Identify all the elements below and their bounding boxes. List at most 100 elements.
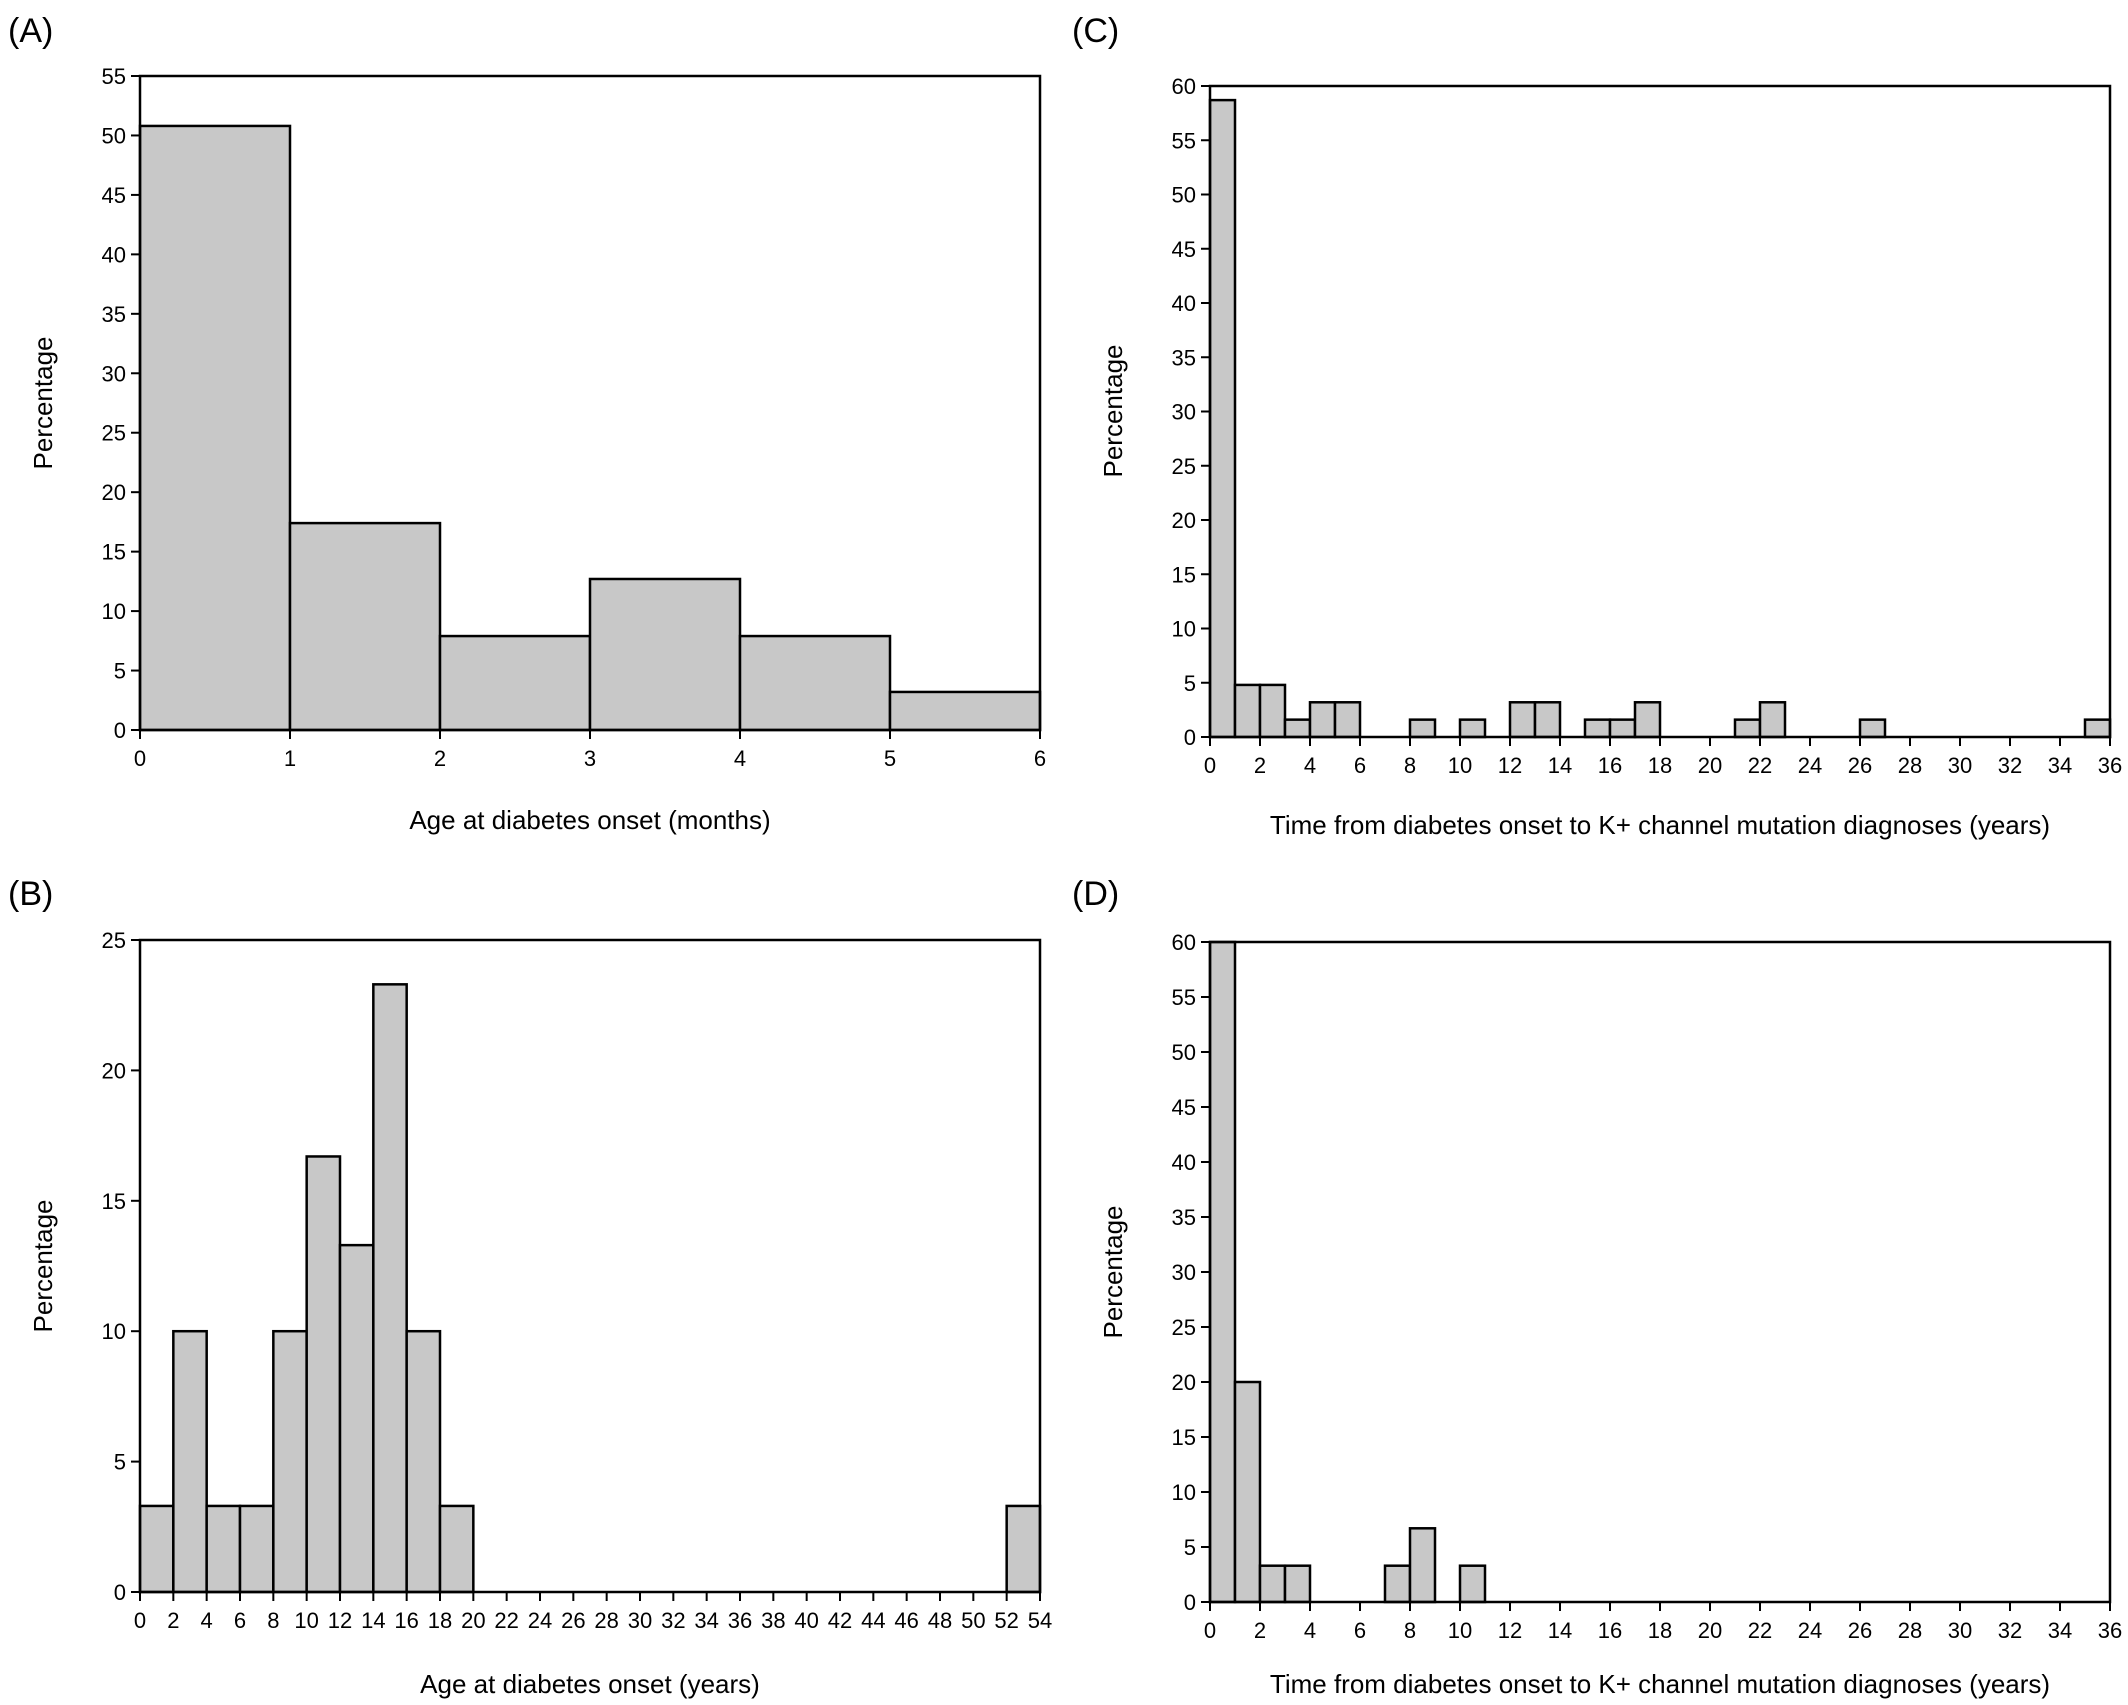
x-tick-label: 12 [1498,1618,1522,1643]
y-tick-label: 50 [1172,1040,1196,1065]
x-tick-label: 36 [728,1608,752,1633]
x-tick-label: 10 [1448,1618,1472,1643]
histogram-bar [2083,718,2112,739]
y-tick-label: 45 [1172,237,1196,262]
x-tick-label: 16 [1598,753,1622,778]
histogram-bar [1233,1380,1262,1604]
y-tick-label: 40 [1172,291,1196,316]
x-tick-label: 12 [1498,753,1522,778]
x-tick-label: 6 [234,1608,246,1633]
histogram-bar [738,634,892,732]
x-tick-label: 26 [1848,753,1872,778]
x-tick-label: 4 [1304,753,1316,778]
x-tick-label: 10 [1448,753,1472,778]
x-tick-label: 34 [2048,753,2072,778]
x-tick-label: 18 [1648,1618,1672,1643]
histogram-bar [1858,718,1887,739]
x-tick-label: 22 [1748,753,1772,778]
histogram-bar [1608,718,1637,739]
y-tick-label: 35 [102,302,126,327]
x-tick-label: 28 [1898,1618,1922,1643]
histogram-bar [338,1243,375,1594]
y-tick-label: 40 [1172,1150,1196,1175]
y-tick-label: 15 [1172,1425,1196,1450]
x-tick-label: 2 [167,1608,179,1633]
y-tick-label: 5 [1184,1535,1196,1560]
y-tick-label: 35 [1172,345,1196,370]
x-tick-label: 2 [1254,753,1266,778]
x-tick-label: 36 [2098,1618,2122,1643]
y-tick-label: 25 [1172,454,1196,479]
histogram-bar [405,1329,442,1594]
x-tick-label: 52 [994,1608,1018,1633]
panel-label: (B) [8,875,53,913]
x-tick-label: 24 [528,1608,552,1633]
y-axis-title: Percentage [28,1200,58,1333]
y-tick-label: 25 [102,421,126,446]
x-tick-label: 30 [1948,753,1972,778]
x-tick-label: 40 [794,1608,818,1633]
y-tick-label: 10 [1172,1480,1196,1505]
y-tick-label: 55 [1172,985,1196,1010]
y-tick-label: 60 [1172,74,1196,99]
x-tick-label: 12 [328,1608,352,1633]
x-tick-label: 36 [2098,753,2122,778]
x-tick-label: 3 [584,746,596,771]
y-tick-label: 30 [1172,1260,1196,1285]
y-tick-label: 20 [102,480,126,505]
x-tick-label: 30 [1948,1618,1972,1643]
histogram-bar [1383,1564,1412,1604]
x-tick-label: 14 [1548,753,1572,778]
histogram-bar [1633,701,1662,739]
x-tick-label: 2 [1254,1618,1266,1643]
histogram-bar [888,690,1042,732]
x-tick-label: 38 [761,1608,785,1633]
histogram-bar [1458,1564,1487,1604]
x-tick-label: 18 [428,1608,452,1633]
x-tick-label: 16 [394,1608,418,1633]
x-axis-title: Age at diabetes onset (years) [420,1669,760,1699]
x-tick-label: 14 [361,1608,385,1633]
x-tick-label: 0 [134,746,146,771]
x-tick-label: 6 [1354,1618,1366,1643]
x-tick-label: 20 [461,1608,485,1633]
histogram-bar [1208,98,1237,739]
histogram-bar [1283,1564,1312,1604]
x-tick-label: 44 [861,1608,885,1633]
x-tick-label: 26 [1848,1618,1872,1643]
x-tick-label: 32 [1998,1618,2022,1643]
plot-frame [138,938,1042,1594]
histogram-bar [1208,940,1237,1604]
x-tick-label: 48 [928,1608,952,1633]
x-tick-label: 6 [1354,753,1366,778]
x-tick-label: 24 [1798,1618,1822,1643]
x-tick-label: 0 [1204,753,1216,778]
panel-label: (C) [1072,12,1119,50]
histogram-bar [1005,1504,1042,1594]
plot-frame [1208,940,2112,1604]
y-axis-title: Percentage [1098,1206,1128,1339]
x-tick-label: 50 [961,1608,985,1633]
histogram-bar [1408,718,1437,739]
y-tick-label: 0 [114,1580,126,1605]
histogram-bar [588,577,742,732]
y-tick-label: 55 [1172,128,1196,153]
y-tick-label: 50 [102,123,126,148]
x-tick-label: 1 [284,746,296,771]
x-tick-label: 30 [628,1608,652,1633]
x-tick-label: 14 [1548,1618,1572,1643]
x-tick-label: 34 [2048,1618,2072,1643]
x-tick-label: 4 [201,1608,213,1633]
x-tick-label: 20 [1698,753,1722,778]
x-tick-label: 2 [434,746,446,771]
histogram-bar [1408,1527,1437,1604]
x-tick-label: 4 [1304,1618,1316,1643]
y-tick-label: 35 [1172,1205,1196,1230]
histogram-bar [1533,701,1562,739]
x-tick-label: 28 [1898,753,1922,778]
y-tick-label: 25 [1172,1315,1196,1340]
y-tick-label: 15 [102,1189,126,1214]
y-tick-label: 10 [102,599,126,624]
y-tick-label: 60 [1172,930,1196,955]
histogram-bar [1283,718,1312,739]
